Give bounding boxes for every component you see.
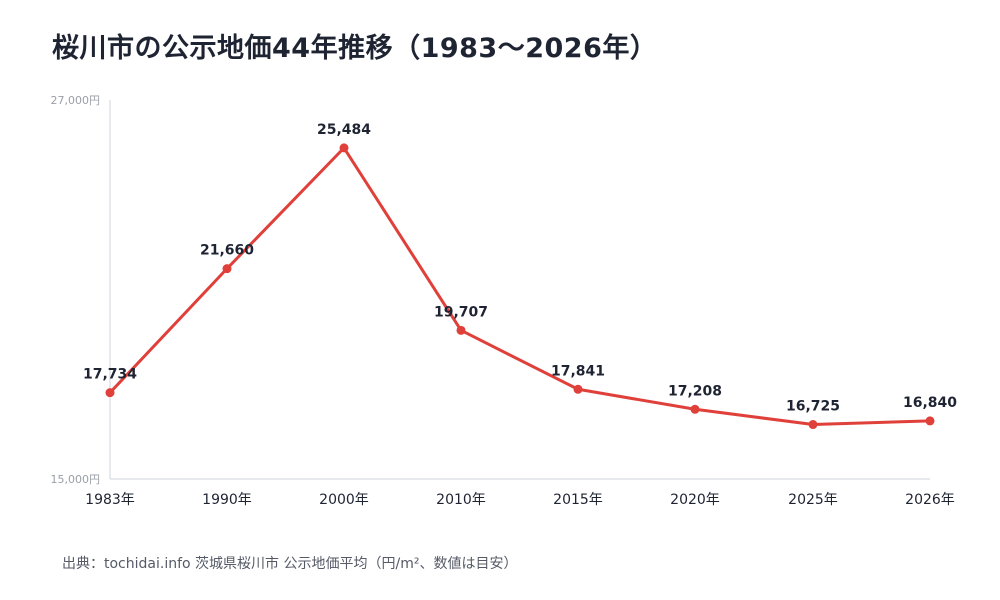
data-label: 17,208 xyxy=(668,383,722,399)
data-labels: 17,734 21,660 25,484 19,707 17,841 17,208 16,7… xyxy=(83,122,957,415)
data-label: 16,840 xyxy=(903,395,957,411)
data-point xyxy=(222,264,232,274)
source-note: 出典：tochidai.info 茨城県桜川市 公示地価平均（円/m²、数値は目… xyxy=(62,556,518,572)
data-label: 19,707 xyxy=(434,304,488,320)
data-label: 17,734 xyxy=(83,367,137,383)
chart-title: 桜川市の公示地価44年推移（1983〜2026年） xyxy=(52,33,658,64)
data-label: 25,484 xyxy=(317,122,371,138)
x-tick-label: 1983年 xyxy=(85,492,135,508)
x-tick-label: 2026年 xyxy=(905,492,955,508)
series-line xyxy=(108,146,931,427)
y-tick-label-max: 27,000円 xyxy=(51,94,101,107)
y-tick-label-min: 15,000円 xyxy=(51,473,101,486)
data-point xyxy=(690,404,700,414)
data-point xyxy=(808,420,818,430)
series-line-group xyxy=(108,146,931,427)
x-tick-label: 1990年 xyxy=(202,492,252,508)
data-point xyxy=(105,388,115,398)
data-label: 17,841 xyxy=(551,363,605,379)
data-label: 21,660 xyxy=(200,243,254,259)
data-label: 16,725 xyxy=(786,399,840,415)
data-point xyxy=(456,325,466,335)
x-tick-label: 2025年 xyxy=(788,492,838,508)
x-tick-label: 2000年 xyxy=(319,492,369,508)
data-point xyxy=(573,384,583,394)
data-points xyxy=(105,143,935,430)
data-point xyxy=(339,143,349,153)
x-tick-label: 2015年 xyxy=(553,492,603,508)
chart-axes xyxy=(109,100,930,480)
y-axis-ticks: 27,000円 15,000円 xyxy=(51,94,101,486)
data-point xyxy=(925,416,935,426)
x-axis-ticks: 1983年 1990年 2000年 2010年 2015年 2020年 2025年 2026年 xyxy=(85,492,955,508)
x-tick-label: 2020年 xyxy=(670,492,720,508)
x-tick-label: 2010年 xyxy=(436,492,486,508)
